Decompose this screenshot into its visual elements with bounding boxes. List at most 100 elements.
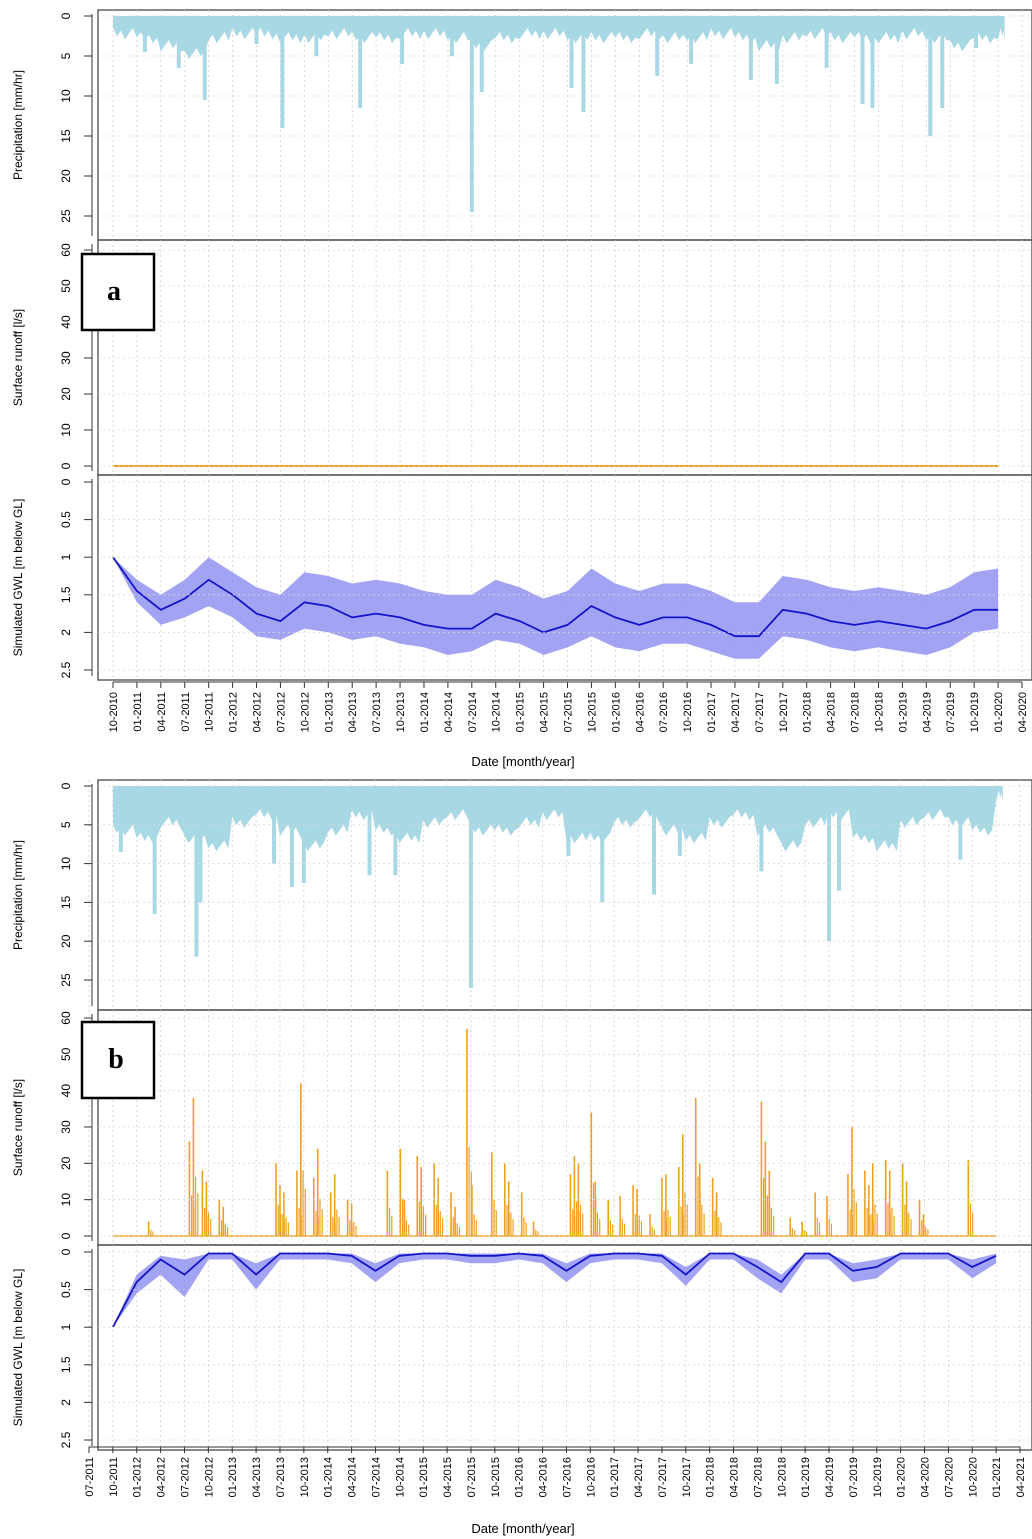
b-xtick-label-8: 07-2013 [275,1457,287,1497]
b-xtick-label-18: 01-2016 [514,1457,526,1497]
a-xtick-label-6: 04-2012 [252,692,264,732]
b-xtick-label-33: 10-2019 [872,1457,884,1497]
b-precip-spike-7 [367,786,372,876]
a-xtick-label-17: 01-2015 [515,692,527,732]
b-ytick-label-2-5: 2.5 [59,1431,73,1448]
b-xtick-label-19: 04-2016 [538,1457,550,1497]
b-gwl-band [112,1253,997,1328]
a-precip-spike-5 [314,16,319,56]
a-xtick-label-5: 01-2012 [228,692,240,732]
b-precip-spike-0 [118,786,123,852]
a-ytick-label-0-3: 15 [59,129,73,143]
a-xtick-label-36: 10-2019 [969,692,981,732]
b-xtick-label-21: 10-2016 [585,1457,597,1497]
a-precip-area [113,16,1005,60]
a-xtick-label-30: 04-2018 [826,692,838,732]
a-xtick-label-21: 01-2016 [610,692,622,732]
a-xtick-label-18: 04-2015 [539,692,551,732]
b-xtick-label-23: 04-2017 [633,1457,645,1497]
b-xtick-label-34: 01-2020 [896,1457,908,1497]
a-precip-spike-11 [569,16,574,88]
a-gwl-band [113,557,999,659]
a-xtick-label-1: 01-2011 [132,692,144,732]
b-xtick-label-25: 10-2017 [681,1457,693,1497]
b-ytick-label-1-0: 0 [59,1232,73,1239]
a-xtick-label-35: 07-2019 [945,692,957,732]
a-ytick-label-1-5: 50 [59,279,73,293]
b-xtick-label-16: 07-2015 [466,1457,478,1497]
b-xtick-label-38: 01-2021 [991,1457,1003,1497]
b-precip-spike-1 [152,786,157,915]
b-precip-spike-13 [677,786,682,856]
b-ytick-label-0-5: 25 [59,973,73,987]
b-ytick-label-1-1: 10 [59,1193,73,1207]
b-xtick-label-3: 04-2012 [156,1457,168,1497]
b-xtick-label-24: 07-2017 [657,1457,669,1497]
b-ylabel-0: Precipitation [mm/hr] [11,840,25,950]
a-xtick-label-8: 10-2012 [299,692,311,732]
b-xlabel: Date [month/year] [471,1521,574,1536]
a-xtick-label-9: 01-2013 [323,692,335,732]
a-ytick-label-2-5: 2.5 [59,661,73,678]
b-gwl-median [112,1252,997,1328]
b-xtick-label-26: 01-2018 [705,1457,717,1497]
b-precip-spike-11 [600,786,605,903]
b-xtick-label-31: 04-2019 [824,1457,836,1497]
b-ylabel-1: Surface runoff [l/s] [11,1079,25,1176]
panel-label-b-box: b [80,1020,156,1100]
b-xtick-label-39: 04-2021 [1015,1457,1027,1497]
b-xtick-label-4: 07-2012 [179,1457,191,1497]
a-xtick-label-38: 04-2020 [1017,692,1029,732]
a-xtick-label-27: 07-2017 [754,692,766,732]
a-xtick-label-33: 01-2019 [897,692,909,732]
a-xtick-label-15: 07-2014 [467,692,479,732]
a-ytick-label-0-1: 5 [59,52,73,59]
a-xtick-label-37: 01-2020 [993,692,1005,732]
a-xtick-label-4: 10-2011 [204,692,216,732]
a-xtick-label-19: 07-2015 [563,692,575,732]
b-xtick-label-6: 01-2013 [227,1457,239,1497]
b-ytick-label-1-2: 20 [59,1156,73,1170]
a-xtick-label-29: 01-2018 [802,692,814,732]
b-xtick-label-29: 10-2018 [776,1457,788,1497]
a-precip-spike-12 [581,16,586,112]
a-xtick-label-13: 01-2014 [419,692,431,732]
b-ytick-label-0-0: 0 [59,782,73,789]
a-ytick-label-1-1: 10 [59,423,73,437]
a-precip-spike-6 [358,16,363,108]
b-precip-spike-12 [651,786,656,895]
a-xtick-label-23: 07-2016 [658,692,670,732]
a-precip-spike-20 [928,16,933,136]
a-precip-spike-15 [748,16,753,80]
a-precip-spike-21 [940,16,945,108]
a-xtick-label-12: 10-2013 [395,692,407,732]
a-precip-spike-10 [479,16,484,92]
b-xtick-label-15: 04-2015 [442,1457,454,1497]
a-xtick-label-3: 07-2011 [180,692,192,732]
a-frame-0 [97,9,1032,241]
a-ytick-label-1-2: 20 [59,387,73,401]
a-xtick-label-16: 10-2014 [491,692,503,732]
a-xtick-label-32: 10-2018 [873,692,885,732]
b-ytick-label-0-4: 20 [59,934,73,948]
b-precip-spike-10 [566,786,571,856]
a-precip-spike-2 [202,16,207,100]
a-precip-spike-8 [449,16,454,56]
b-ytick-label-0-2: 10 [59,857,73,871]
b-xtick-label-32: 07-2019 [848,1457,860,1497]
a-ytick-label-2-3: 1.5 [59,586,73,603]
a-precip-spike-9 [469,16,474,212]
b-xtick-label-1: 10-2011 [108,1457,120,1497]
b-xtick-label-22: 01-2017 [609,1457,621,1497]
a-xtick-label-25: 01-2017 [706,692,718,732]
a-gwl-median [112,556,999,638]
a-ytick-label-1-4: 40 [59,315,73,329]
b-precip-spike-14 [759,786,764,872]
a-ytick-label-0-0: 0 [59,12,73,19]
b-ytick-label-2-4: 2 [59,1399,73,1406]
b-xtick-label-36: 07-2020 [943,1457,955,1497]
a-xtick-label-31: 07-2018 [850,692,862,732]
b-xtick-label-30: 01-2019 [800,1457,812,1497]
b-frame-2 [97,1244,1032,1451]
